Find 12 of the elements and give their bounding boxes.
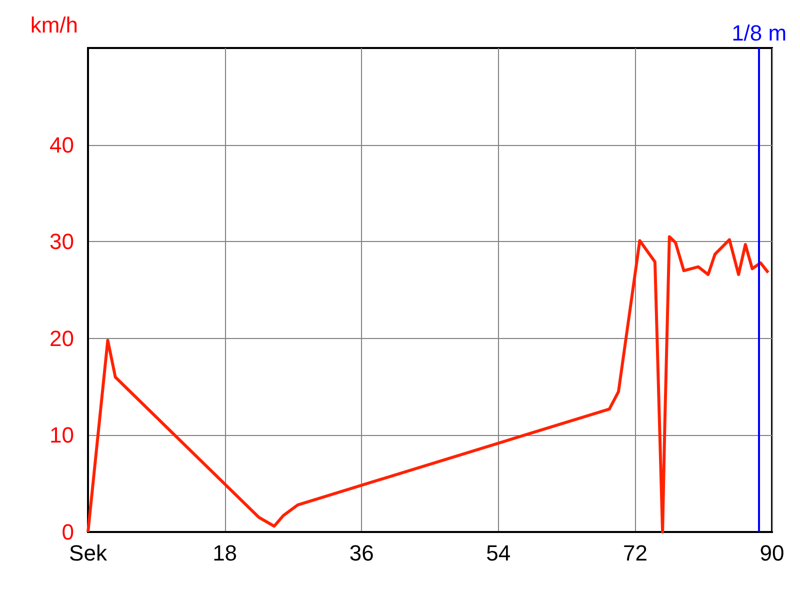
- line-series: [86, 235, 770, 534]
- y-axis-title: km/h: [30, 12, 78, 38]
- y-tick-label: 20: [50, 326, 74, 351]
- x-tick-label: 36: [349, 540, 374, 566]
- x-tick-label: 90: [760, 540, 784, 566]
- y-tick-label: 30: [50, 229, 74, 254]
- ref-line-label: 1/8 m: [732, 20, 787, 46]
- y-tick-label: 10: [50, 422, 74, 448]
- x-tick-label: 72: [622, 540, 648, 566]
- x-tick-label: 54: [486, 540, 511, 566]
- y-tick-label: 40: [50, 132, 74, 158]
- x-tick-label: 18: [212, 540, 238, 566]
